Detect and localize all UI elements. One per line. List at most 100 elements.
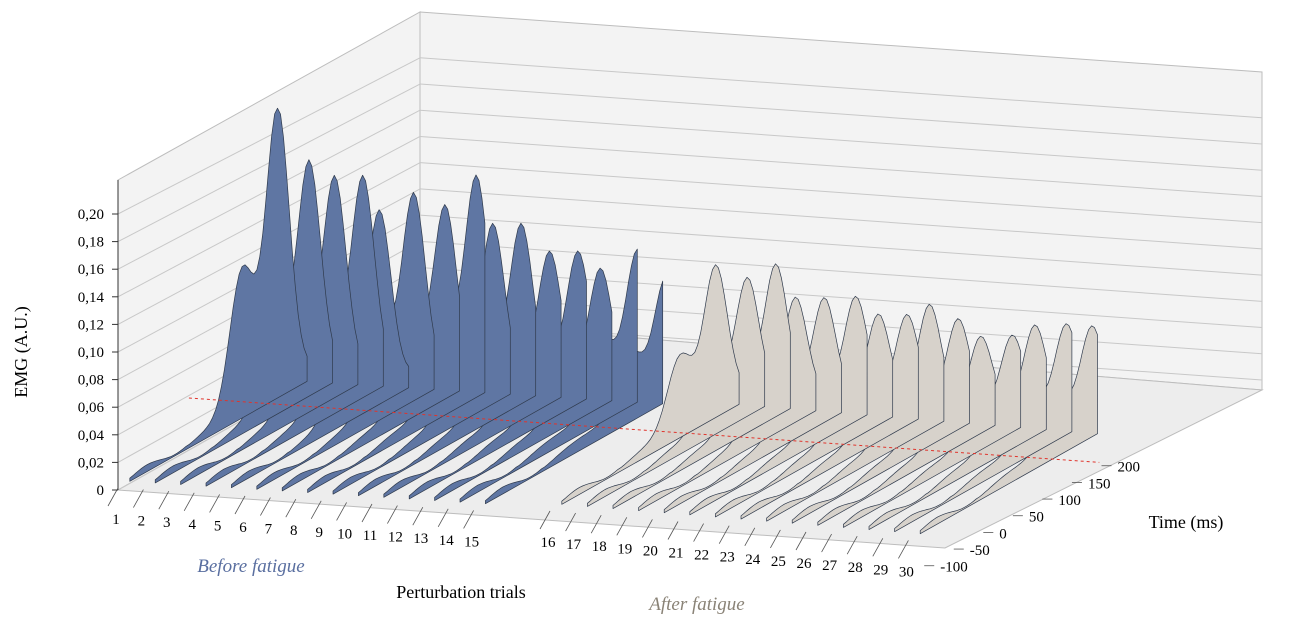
x-tick-label: 16: [541, 535, 557, 551]
grid-line-back: [419, 83, 1263, 145]
series-trial-8: [307, 174, 486, 493]
x-tick-mark: [437, 508, 449, 527]
x-tick-label: 26: [797, 556, 813, 572]
x-tick-mark: [158, 491, 170, 510]
z-tick-label: 0,06: [78, 400, 105, 416]
grid-line-back: [419, 57, 1263, 119]
x-tick-label: 5: [214, 518, 222, 534]
reference-line: [188, 397, 1100, 463]
x-tick-label: 13: [413, 531, 428, 547]
x-tick-label: 29: [873, 562, 888, 578]
x-tick-mark: [260, 497, 271, 516]
grid-line-back: [419, 135, 1263, 197]
y-tick-label: 150: [1088, 476, 1111, 492]
x-tick-mark: [412, 507, 424, 526]
series-trial-26: [817, 335, 996, 526]
grid-line-back: [419, 267, 1263, 329]
y-tick-label: 50: [1029, 510, 1044, 526]
x-tick-mark: [463, 510, 474, 529]
x-tick-mark: [285, 499, 297, 518]
x-tick-label: 2: [138, 514, 146, 530]
x-axis-title: Perturbation trials: [396, 582, 525, 602]
x-tick-label: 27: [822, 558, 838, 574]
group-label-after: After fatigue: [647, 594, 745, 615]
x-tick-label: 3: [163, 515, 171, 531]
grid-line-back: [419, 240, 1263, 302]
x-tick-mark: [336, 502, 347, 521]
x-tick-mark: [693, 523, 704, 542]
x-tick-label: 8: [290, 523, 298, 539]
x-tick-label: 30: [899, 564, 914, 580]
x-tick-mark: [310, 500, 322, 519]
x-tick-mark: [209, 494, 220, 513]
grid-line-back: [419, 214, 1263, 276]
grid-line-back: [419, 109, 1263, 171]
x-tick-label: 15: [464, 534, 479, 550]
z-tick-label: 0,16: [78, 262, 105, 278]
x-tick-mark: [590, 515, 602, 534]
x-tick-label: 18: [592, 539, 607, 555]
x-tick-mark: [667, 521, 679, 540]
group-label-before: Before fatigue: [197, 556, 304, 577]
x-tick-mark: [770, 529, 781, 549]
x-tick-label: 17: [566, 537, 582, 553]
y-tick-label: 0: [999, 526, 1007, 542]
x-tick-mark: [795, 531, 807, 551]
reference-line-group: [188, 397, 1100, 463]
x-tick-label: 28: [848, 560, 863, 576]
x-tick-label: 24: [745, 552, 761, 568]
z-tick-label: 0: [97, 483, 105, 499]
x-tick-label: 21: [669, 546, 684, 562]
z-tick-label: 0,04: [78, 428, 105, 444]
x-tick-label: 11: [363, 528, 377, 544]
x-tick-mark: [744, 527, 756, 546]
grid-line-back: [419, 162, 1263, 224]
grid-line-back: [419, 188, 1263, 250]
y-axis-title: Time (ms): [1149, 512, 1224, 533]
z-tick-label: 0,18: [78, 235, 104, 251]
x-tick-mark: [133, 489, 144, 508]
x-tick-mark: [234, 495, 246, 515]
x-tick-mark: [183, 492, 195, 511]
z-tick-label: 0,20: [78, 207, 104, 223]
x-tick-mark: [846, 536, 858, 555]
x-tick-label: 22: [694, 548, 709, 564]
x-tick-label: 23: [720, 550, 735, 566]
x-tick-mark: [718, 525, 730, 544]
x-tick-label: 14: [439, 533, 455, 549]
y-tick-label: 200: [1117, 460, 1140, 476]
x-tick-mark: [616, 517, 628, 536]
z-tick-label: 0,02: [78, 455, 104, 471]
x-tick-label: 1: [112, 512, 120, 528]
grid-line-left: [117, 57, 421, 215]
x-tick-mark: [539, 510, 551, 530]
x-tick-label: 4: [188, 517, 196, 533]
x-tick-label: 6: [239, 520, 247, 536]
series-trial-16: [561, 264, 740, 505]
x-tick-mark: [821, 533, 832, 553]
x-tick-label: 12: [388, 530, 403, 546]
series-trial-1: [129, 107, 308, 482]
y-tick-label: -100: [940, 560, 968, 576]
x-tick-label: 10: [337, 526, 352, 542]
x-tick-label: 25: [771, 554, 786, 570]
z-tick-label: 0,12: [78, 317, 104, 333]
z-axis-title: EMG (A.U.): [11, 306, 32, 398]
x-tick-mark: [642, 519, 653, 538]
x-tick-mark: [565, 512, 576, 532]
x-tick-label: 19: [617, 541, 632, 557]
y-tick-label: -50: [970, 543, 990, 559]
x-tick-mark: [107, 487, 119, 507]
x-tick-mark: [872, 538, 884, 557]
z-tick-label: 0,08: [78, 373, 104, 389]
x-tick-mark: [898, 540, 909, 559]
axes-group: 0 0,02 0,04 0,06 0,08 0,10 0,12 0,14 0,16 0,18 0,2…: [78, 180, 1140, 580]
y-tick-label: 100: [1058, 493, 1081, 509]
z-tick-label: 0,10: [78, 345, 104, 361]
x-tick-label: 20: [643, 543, 658, 559]
x-tick-label: 9: [315, 525, 323, 541]
x-tick-mark: [387, 505, 398, 524]
z-tick-label: 0,14: [78, 290, 105, 306]
x-tick-mark: [361, 503, 373, 523]
